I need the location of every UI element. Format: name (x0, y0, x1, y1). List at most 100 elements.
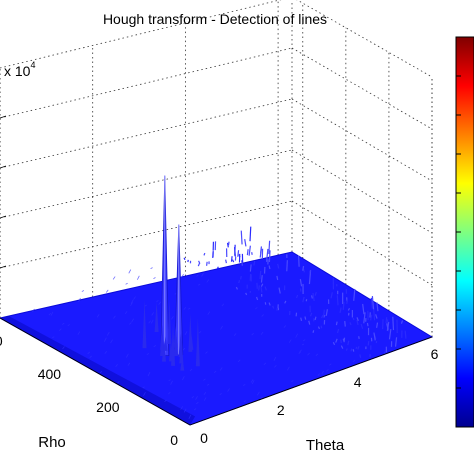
theta-tick-label: 4 (354, 374, 362, 390)
noise-texture (50, 311, 54, 316)
noise-spike (197, 262, 201, 267)
noise-spike (230, 256, 233, 262)
noise-texture (77, 331, 81, 335)
colorbar-ticks (456, 75, 461, 389)
noise-texture (243, 400, 247, 403)
noise-texture (219, 367, 223, 371)
noise-spike (206, 261, 208, 266)
noise-spike (370, 297, 373, 309)
noise-texture (251, 332, 254, 336)
noise-spike (255, 296, 259, 301)
noise-spike (342, 301, 345, 310)
theta-axis-line (189, 336, 433, 426)
noise-texture (110, 339, 113, 344)
noise-spike (312, 330, 315, 333)
noise-texture (147, 371, 151, 377)
y-axis-label: Theta (306, 437, 345, 454)
noise-texture (255, 306, 258, 310)
rho-tick-label: 0 (170, 432, 178, 448)
noise-texture (274, 365, 277, 368)
noise-texture (298, 351, 301, 354)
noise-spike (260, 283, 264, 287)
noise-spike (265, 248, 269, 262)
noise-texture (203, 378, 206, 381)
noise-spike (304, 316, 307, 320)
noise-spike (325, 309, 328, 316)
noise-texture (326, 369, 329, 372)
noise-spike (231, 259, 235, 263)
noise-texture (171, 316, 174, 320)
z-tick (0, 165, 7, 169)
noise-texture (180, 406, 184, 411)
noise-spike (388, 328, 392, 340)
z-multiplier-exponent: 4 (30, 60, 35, 70)
ridge-bump (174, 331, 179, 356)
grid-edge (0, 0, 282, 69)
noise-texture (167, 392, 171, 395)
noise-texture (156, 300, 159, 303)
noise-texture (99, 371, 103, 374)
noise-texture (261, 314, 264, 317)
noise-spike (376, 322, 379, 328)
noise-spike (244, 239, 247, 247)
noise-texture (260, 331, 264, 335)
grid-line (291, 47, 433, 130)
noise-spike (225, 259, 227, 264)
noise-spike (284, 300, 287, 304)
noise-texture (136, 275, 140, 280)
noise-texture (196, 402, 199, 405)
noise-spike (392, 316, 395, 331)
noise-texture (184, 331, 188, 336)
noise-texture (188, 414, 192, 419)
noise-spike (386, 323, 389, 330)
noise-spike (350, 348, 353, 352)
noise-spike (394, 337, 398, 347)
noise-texture (301, 343, 305, 346)
noise-spike (309, 312, 313, 317)
noise-spike (248, 245, 251, 256)
noise-texture (124, 311, 128, 315)
noise-texture (105, 289, 109, 293)
peaks-group (142, 175, 200, 371)
noise-spike (278, 287, 281, 294)
noise-spike (366, 322, 369, 327)
noise-spike (322, 309, 325, 318)
noise-texture (115, 364, 118, 368)
noise-texture (130, 301, 133, 307)
surface-noise (32, 226, 407, 419)
noise-texture (250, 379, 254, 383)
noise-texture (129, 322, 132, 325)
noise-texture (104, 350, 108, 354)
noise-spike (240, 275, 242, 280)
noise-spike (363, 312, 366, 324)
theta-tick-label: 6 (431, 346, 439, 362)
colorbar (455, 36, 474, 428)
noise-spike (330, 292, 333, 299)
noise-spike (367, 340, 370, 346)
ridge-bump (162, 340, 167, 362)
ridge-bump (179, 332, 184, 364)
noise-spike (356, 319, 359, 326)
ridge-bump (171, 320, 176, 366)
noise-spike (400, 320, 404, 324)
noise-spike (352, 317, 355, 321)
noise-texture (168, 379, 171, 382)
noise-spike (345, 348, 348, 351)
noise-texture (317, 373, 321, 377)
noise-texture (59, 328, 62, 331)
noise-spike (238, 280, 241, 284)
noise-spike (336, 295, 339, 306)
noise-texture (291, 380, 294, 383)
noise-spike (246, 249, 249, 256)
noise-texture (206, 383, 210, 386)
noise-spike (360, 323, 364, 329)
grid-line (291, 200, 433, 286)
rho-tick-label: 600 (0, 333, 3, 349)
noise-spike (383, 350, 387, 355)
noise-spike (249, 226, 252, 242)
noise-spike (347, 340, 350, 346)
noise-texture (352, 359, 356, 363)
z-multiplier-base: x 10 (4, 63, 31, 79)
